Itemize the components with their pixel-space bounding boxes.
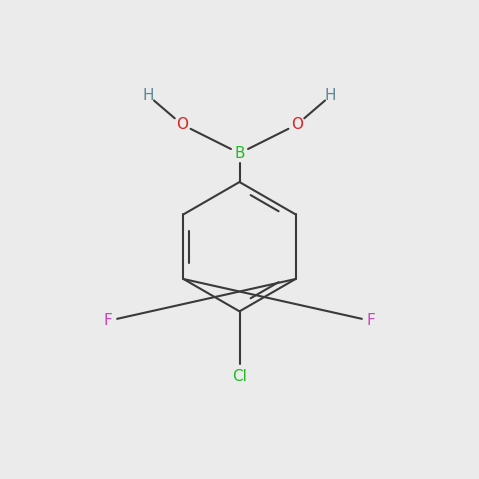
Text: H: H (325, 88, 336, 103)
Text: F: F (367, 313, 376, 329)
Text: H: H (143, 88, 154, 103)
Text: O: O (176, 117, 188, 132)
Text: Cl: Cl (232, 368, 247, 384)
Text: O: O (291, 117, 303, 132)
Text: F: F (103, 313, 112, 329)
Text: B: B (234, 146, 245, 161)
